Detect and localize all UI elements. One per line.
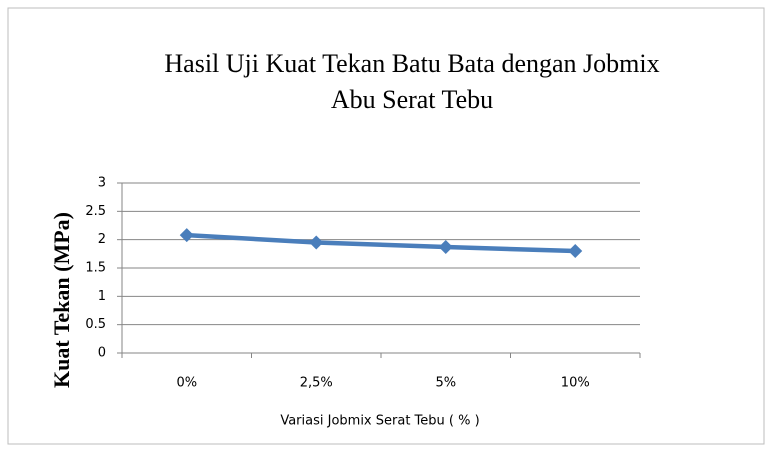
chart-border — [7, 7, 765, 445]
x-tick-label: 10% — [561, 376, 590, 391]
x-axis-label: Variasi Jobmix Serat Tebu ( % ) — [280, 414, 479, 429]
y-tick-label: 0.5 — [85, 317, 106, 332]
series-line — [186, 232, 576, 254]
y-tick-label: 0 — [98, 346, 106, 361]
x-tick-label: 5% — [435, 376, 456, 391]
y-tick-label: 1 — [98, 289, 106, 304]
y-axis-label: Kuat Tekan (MPa) — [49, 212, 74, 388]
y-tick-label: 3 — [98, 176, 106, 191]
marker — [568, 244, 583, 258]
x-tick-label: 0% — [176, 376, 197, 391]
chart-title: Hasil Uji Kuat Tekan Batu Bata dengan Jo… — [164, 49, 659, 78]
marker — [179, 228, 194, 243]
y-tick-label: 2 — [98, 232, 106, 247]
y-tick-label: 1.5 — [85, 261, 106, 276]
x-tick-label: 2,5% — [300, 376, 333, 391]
chart-title: Abu Serat Tebu — [331, 85, 493, 114]
y-tick-label: 2.5 — [85, 204, 106, 219]
marker — [309, 235, 324, 250]
marker — [438, 240, 453, 255]
